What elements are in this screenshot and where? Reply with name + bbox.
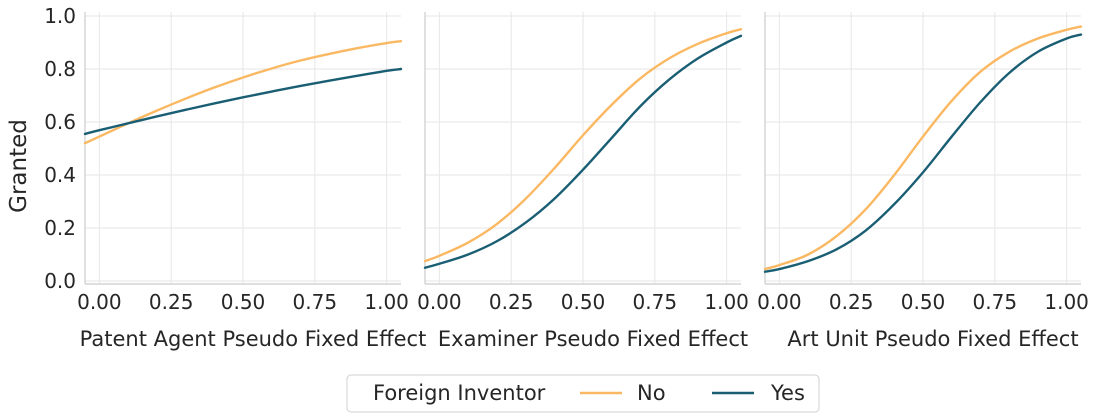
series-line-no bbox=[423, 28, 743, 263]
legend-label-no: No bbox=[637, 381, 666, 405]
y-tick-label: 0.4 bbox=[44, 163, 76, 187]
x-tick-label: 0.50 bbox=[561, 290, 606, 314]
y-axis-label: Granted bbox=[6, 119, 32, 213]
legend: Foreign Inventor No Yes bbox=[346, 374, 820, 413]
x-tick-label: 0.00 bbox=[757, 290, 802, 314]
legend-title: Foreign Inventor bbox=[373, 381, 546, 405]
panel-3: 0.00 0.25 0.50 0.75 1.00 Art Unit Pseudo Fixe… bbox=[757, 12, 1089, 351]
series-line-yes bbox=[83, 67, 403, 136]
x-tick-label: 0.25 bbox=[829, 290, 874, 314]
series-line-yes bbox=[423, 34, 743, 269]
x-tick-label: 0.75 bbox=[293, 290, 338, 314]
x-axis-label: Examiner Pseudo Fixed Effect bbox=[438, 327, 748, 351]
panel-1: 0.0 0.2 0.4 0.6 0.8 1.0 0.00 0.25 0.50 0.75 1.00 Pa… bbox=[44, 4, 426, 351]
y-tick-label: 0.8 bbox=[44, 57, 76, 81]
series-line-yes bbox=[763, 33, 1083, 273]
series-line-no bbox=[763, 25, 1083, 271]
panel-2: 0.00 0.25 0.50 0.75 1.00 Examiner Pseudo Fixe… bbox=[417, 12, 749, 351]
x-tick-label: 0.75 bbox=[633, 290, 678, 314]
x-tick-label: 0.75 bbox=[973, 290, 1018, 314]
x-tick-label: 1.00 bbox=[1044, 290, 1089, 314]
x-tick-label: 1.00 bbox=[364, 290, 409, 314]
y-tick-label: 0.2 bbox=[44, 216, 76, 240]
y-tick-label: 0.0 bbox=[44, 269, 76, 293]
x-tick-label: 0.00 bbox=[417, 290, 462, 314]
x-tick-label: 0.50 bbox=[901, 290, 946, 314]
x-tick-label: 0.00 bbox=[77, 290, 122, 314]
y-tick-label: 0.6 bbox=[44, 110, 76, 134]
x-tick-label: 0.25 bbox=[149, 290, 194, 314]
y-tick-label: 1.0 bbox=[44, 4, 76, 28]
x-axis-label: Art Unit Pseudo Fixed Effect bbox=[787, 327, 1078, 351]
legend-label-yes: Yes bbox=[770, 381, 805, 405]
x-axis-label: Patent Agent Pseudo Fixed Effect bbox=[80, 327, 427, 351]
x-tick-label: 0.25 bbox=[489, 290, 534, 314]
x-tick-label: 1.00 bbox=[704, 290, 749, 314]
x-tick-label: 0.50 bbox=[221, 290, 266, 314]
